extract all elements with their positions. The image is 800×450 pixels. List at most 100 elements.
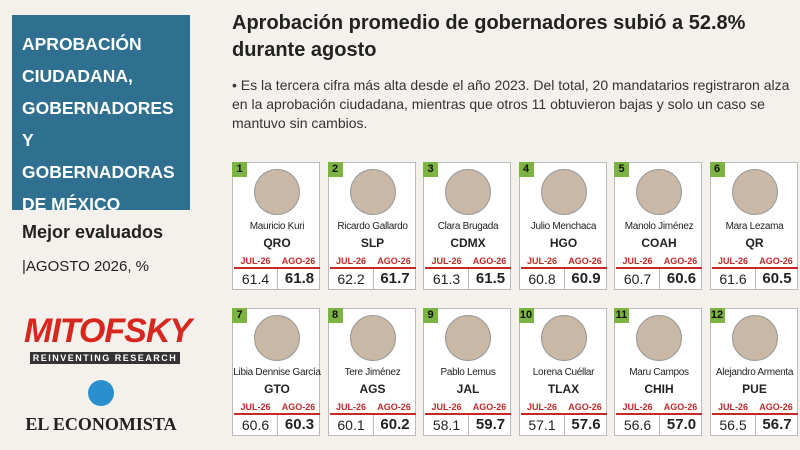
column-header: JUL-26: [616, 255, 659, 269]
approval-jul: 60.6: [241, 417, 270, 433]
approval-jul: 58.1: [432, 417, 461, 433]
governor-photo: [731, 169, 778, 215]
state: CDMX: [450, 236, 486, 250]
state: PUE: [742, 382, 767, 396]
approval-ago: 60.9: [563, 269, 608, 289]
state: GTO: [264, 382, 290, 396]
governor-name: Maru Campos: [629, 367, 689, 378]
summary: • Es la tercera cifra más alta desde el …: [232, 77, 790, 131]
governor-name: Clara Brugada: [437, 221, 499, 232]
governor-name: Alejandro Armenta: [715, 367, 794, 378]
governor-name: Manolo Jiménez: [624, 221, 694, 232]
governor-card: 3 Clara Brugada CDMX JUL-26 AGO-26 61.3 61.5: [423, 162, 511, 290]
approval-jul: 60.8: [528, 271, 556, 287]
column-header: JUL-26: [711, 401, 755, 415]
column-header: JUL-26: [329, 401, 373, 415]
state: JAL: [456, 382, 480, 396]
approval-ago: 56.7: [754, 415, 799, 435]
approval-ago: 61.7: [372, 269, 417, 289]
column-header: JUL-26: [234, 401, 277, 415]
governor-name: Ricardo Gallardo: [337, 221, 408, 232]
governor-card: 12 Alejandro Armenta PUE JUL-26 AGO-26 56.5 56…: [709, 308, 799, 436]
governor-card: 10 Lorena Cuéllar TLAX JUL-26 AGO-26 57.1 57.6: [518, 308, 607, 436]
approval-ago: 60.6: [659, 269, 703, 289]
governor-card: 7 Libia Dennise García GTO JUL-26 AGO-26 60.6…: [232, 308, 321, 436]
column-header: JUL-26: [520, 401, 564, 415]
source-logo: MITOFSKY: [24, 312, 192, 350]
governor-name: Libia Dennise García: [233, 367, 321, 378]
governor-photo: [540, 315, 587, 361]
governor-name: Mara Lezama: [725, 221, 784, 232]
rank: 10: [518, 308, 534, 323]
publisher-icon: [88, 380, 114, 406]
rank: 3: [423, 162, 438, 177]
column-header: AGO-26: [372, 255, 416, 269]
approval-jul: 61.3: [432, 271, 461, 287]
approval-ago: 60.5: [754, 269, 799, 289]
governor-photo: [349, 169, 396, 215]
approval-jul: 56.5: [719, 417, 747, 433]
governor-card: 1 Mauricio Kuri QRO JUL-26 AGO-26 61.4 61.8: [232, 162, 320, 290]
approval-ago: 57.0: [659, 415, 703, 435]
rank: 7: [232, 308, 247, 323]
headline: Aprobación promedio de gobernadores subi…: [232, 12, 746, 61]
column-header: AGO-26: [659, 401, 702, 415]
approval-jul: 61.4: [241, 271, 270, 287]
rank: 5: [614, 162, 629, 177]
column-header: AGO-26: [563, 255, 607, 269]
governor-name: Julio Menchaca: [530, 221, 597, 232]
governor-card: 5 Manolo Jiménez COAH JUL-26 AGO-26 60.7 60.6: [614, 162, 702, 290]
column-header: AGO-26: [754, 255, 798, 269]
governor-photo: [254, 315, 300, 361]
sidebar-period: |AGOSTO 2026, %: [22, 258, 150, 275]
state: QR: [745, 236, 764, 250]
column-header: AGO-26: [372, 401, 416, 415]
column-header: JUL-26: [711, 255, 755, 269]
governor-photo: [636, 315, 682, 361]
approval-jul: 60.1: [337, 417, 365, 433]
state: QRO: [263, 236, 291, 250]
rank: 6: [709, 162, 725, 177]
approval-jul: 56.6: [623, 417, 652, 433]
column-header: JUL-26: [425, 255, 468, 269]
governor-photo: [254, 169, 300, 215]
column-header: AGO-26: [277, 255, 320, 269]
governor-card: 6 Mara Lezama QR JUL-26 AGO-26 61.6 60.5: [709, 162, 799, 290]
governor-card: 9 Pablo Lemus JAL JUL-26 AGO-26 58.1 59.7: [423, 308, 511, 436]
approval-ago: 61.5: [468, 269, 512, 289]
governor-card: 11 Maru Campos CHIH JUL-26 AGO-26 56.6 57.0: [614, 308, 702, 436]
governor-card: 4 Julio Menchaca HGO JUL-26 AGO-26 60.8 60.9: [518, 162, 608, 290]
column-header: AGO-26: [563, 401, 607, 415]
approval-ago: 60.3: [277, 415, 321, 435]
rank: 2: [327, 162, 343, 177]
governor-name: Pablo Lemus: [440, 367, 496, 378]
column-header: JUL-26: [234, 255, 277, 269]
column-header: AGO-26: [277, 401, 320, 415]
source-tagline: REINVENTING RESEARCH: [30, 352, 180, 364]
approval-jul: 62.2: [337, 271, 365, 287]
governor-card: 2 Ricardo Gallardo SLP JUL-26 AGO-26 62.2 61.7: [327, 162, 417, 290]
rank: 11: [614, 308, 629, 323]
approval-ago: 61.8: [277, 269, 321, 289]
approval-jul: 61.6: [719, 271, 747, 287]
governor-photo: [731, 315, 778, 361]
column-header: AGO-26: [754, 401, 798, 415]
rank: 12: [709, 308, 725, 323]
column-header: JUL-26: [616, 401, 659, 415]
governor-photo: [636, 169, 682, 215]
rank: 4: [518, 162, 534, 177]
governor-name: Tere Jiménez: [344, 367, 401, 378]
state: HGO: [549, 236, 578, 250]
state: AGS: [359, 382, 386, 396]
rank: 9: [423, 308, 438, 323]
rank: 8: [327, 308, 343, 323]
sidebar-subtitle: Mejor evaluados: [22, 222, 164, 242]
governor-card: 8 Tere Jiménez AGS JUL-26 AGO-26 60.1 60.2: [327, 308, 416, 436]
state: SLP: [360, 236, 385, 250]
rank: 1: [232, 162, 247, 177]
approval-ago: 59.7: [468, 415, 512, 435]
approval-jul: 57.1: [528, 417, 556, 433]
state: CHIH: [644, 382, 674, 396]
